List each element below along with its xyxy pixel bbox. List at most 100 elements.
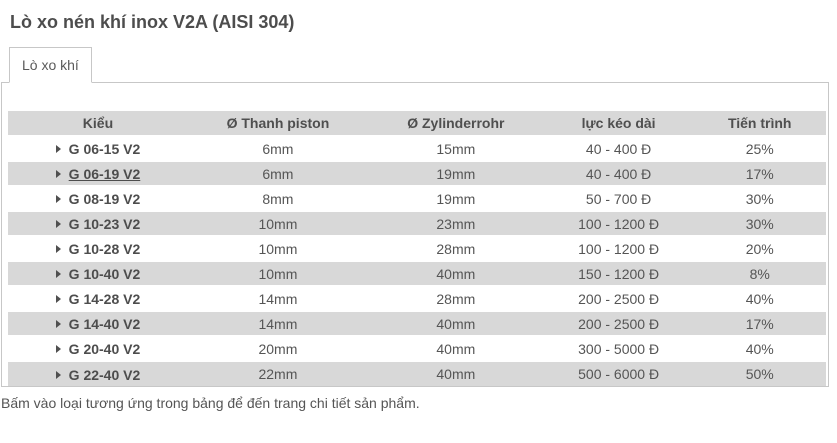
table-row: G 10-23 V2 10mm 23mm 100 - 1200 Đ 30% xyxy=(8,211,826,237)
table-row: G 22-40 V2 22mm 40mm 500 - 6000 Đ 50% xyxy=(8,361,826,386)
model-label: G 14-28 V2 xyxy=(68,291,141,307)
force-cell: 500 - 6000 Đ xyxy=(543,361,694,386)
stroke-cell: 50% xyxy=(693,361,826,386)
force-cell: 40 - 400 Đ xyxy=(543,161,694,187)
table-row: G 06-19 V2 6mm 19mm 40 - 400 Đ 17% xyxy=(8,161,826,187)
model-link[interactable]: G 22-40 V2 xyxy=(55,366,141,383)
arrow-right-icon xyxy=(55,195,61,203)
header-zylinderrohr: Ø Zylinderrohr xyxy=(367,111,544,137)
model-label: G 10-40 V2 xyxy=(68,266,141,282)
force-cell: 300 - 5000 Đ xyxy=(543,336,694,362)
tabbar: Lò xo khí xyxy=(0,47,837,83)
model-label: G 14-40 V2 xyxy=(68,316,141,332)
model-link[interactable]: G 08-19 V2 xyxy=(55,191,141,207)
header-thanh-piston: Ø Thanh piston xyxy=(187,111,368,137)
header-kieu: Kiểu xyxy=(8,111,188,137)
model-link[interactable]: G 14-28 V2 xyxy=(55,291,141,307)
piston-cell: 10mm xyxy=(187,236,368,262)
model-cell: G 10-40 V2 xyxy=(8,261,188,287)
cylinder-cell: 19mm xyxy=(367,186,544,212)
arrow-right-icon xyxy=(55,145,61,153)
piston-cell: 6mm xyxy=(187,136,368,162)
stroke-cell: 17% xyxy=(693,311,826,337)
piston-cell: 8mm xyxy=(187,186,368,212)
arrow-right-icon xyxy=(55,270,61,278)
cylinder-cell: 23mm xyxy=(367,211,544,237)
model-cell: G 06-19 V2 xyxy=(8,161,188,187)
piston-cell: 22mm xyxy=(187,361,368,386)
stroke-cell: 17% xyxy=(693,161,826,187)
model-cell: G 14-40 V2 xyxy=(8,311,188,337)
table-row: G 08-19 V2 8mm 19mm 50 - 700 Đ 30% xyxy=(8,186,826,212)
model-label: G 22-40 V2 xyxy=(68,366,141,383)
force-cell: 100 - 1200 Đ xyxy=(543,236,694,262)
products-table: Kiểu Ø Thanh piston Ø Zylinderrohr lực k… xyxy=(8,111,826,386)
tab-panel: Kiểu Ø Thanh piston Ø Zylinderrohr lực k… xyxy=(1,82,829,387)
piston-cell: 14mm xyxy=(187,286,368,312)
table-row: G 06-15 V2 6mm 15mm 40 - 400 Đ 25% xyxy=(8,136,826,162)
stroke-cell: 20% xyxy=(693,236,826,262)
cylinder-cell: 15mm xyxy=(367,136,544,162)
model-label: G 10-28 V2 xyxy=(68,241,141,257)
model-cell: G 20-40 V2 xyxy=(8,336,188,362)
model-label: G 10-23 V2 xyxy=(68,216,141,232)
model-cell: G 10-23 V2 xyxy=(8,211,188,237)
stroke-cell: 40% xyxy=(693,286,826,312)
arrow-right-icon xyxy=(55,320,61,328)
model-link[interactable]: G 06-15 V2 xyxy=(55,141,141,157)
table-body: G 06-15 V2 6mm 15mm 40 - 400 Đ 25% G 06-… xyxy=(8,136,826,386)
model-label: G 06-15 V2 xyxy=(68,141,141,157)
cylinder-cell: 40mm xyxy=(367,336,544,362)
model-cell: G 10-28 V2 xyxy=(8,236,188,262)
model-cell: G 06-15 V2 xyxy=(8,136,188,162)
force-cell: 50 - 700 Đ xyxy=(543,186,694,212)
arrow-right-icon xyxy=(55,345,61,353)
model-link[interactable]: G 10-23 V2 xyxy=(55,216,141,232)
piston-cell: 10mm xyxy=(187,211,368,237)
stroke-cell: 40% xyxy=(693,336,826,362)
piston-cell: 10mm xyxy=(187,261,368,287)
table-row: G 10-40 V2 10mm 40mm 150 - 1200 Đ 8% xyxy=(8,261,826,287)
piston-cell: 14mm xyxy=(187,311,368,337)
force-cell: 100 - 1200 Đ xyxy=(543,211,694,237)
model-link[interactable]: G 10-28 V2 xyxy=(55,241,141,257)
model-cell: G 22-40 V2 xyxy=(8,361,188,386)
table-row: G 14-40 V2 14mm 40mm 200 - 2500 Đ 17% xyxy=(8,311,826,337)
force-cell: 200 - 2500 Đ xyxy=(543,311,694,337)
piston-cell: 20mm xyxy=(187,336,368,362)
header-luc-keo-dai: lực kéo dài xyxy=(543,111,694,137)
model-link[interactable]: G 06-19 V2 xyxy=(55,166,140,182)
cylinder-cell: 19mm xyxy=(367,161,544,187)
table-row: G 20-40 V2 20mm 40mm 300 - 5000 Đ 40% xyxy=(8,336,826,362)
model-link[interactable]: G 14-40 V2 xyxy=(55,316,141,332)
arrow-right-icon xyxy=(55,245,61,253)
arrow-right-icon xyxy=(55,295,61,303)
piston-cell: 6mm xyxy=(187,161,368,187)
table-header-row: Kiểu Ø Thanh piston Ø Zylinderrohr lực k… xyxy=(8,111,826,137)
stroke-cell: 25% xyxy=(693,136,826,162)
arrow-right-icon xyxy=(55,170,61,178)
footer-note: Bấm vào loại tương ứng trong bảng để đến… xyxy=(1,395,420,411)
cylinder-cell: 40mm xyxy=(367,311,544,337)
force-cell: 150 - 1200 Đ xyxy=(543,261,694,287)
cylinder-cell: 28mm xyxy=(367,286,544,312)
model-cell: G 14-28 V2 xyxy=(8,286,188,312)
cylinder-cell: 40mm xyxy=(367,361,544,386)
stroke-cell: 30% xyxy=(693,211,826,237)
model-cell: G 08-19 V2 xyxy=(8,186,188,212)
model-link[interactable]: G 20-40 V2 xyxy=(55,341,141,357)
table-row: G 14-28 V2 14mm 28mm 200 - 2500 Đ 40% xyxy=(8,286,826,312)
arrow-right-icon xyxy=(55,370,61,379)
model-label: G 08-19 V2 xyxy=(68,191,141,207)
page-title: Lò xo nén khí inox V2A (AISI 304) xyxy=(10,12,295,32)
cylinder-cell: 40mm xyxy=(367,261,544,287)
model-label: G 20-40 V2 xyxy=(68,341,141,357)
header-tien-trinh: Tiến trình xyxy=(693,111,826,137)
model-link[interactable]: G 10-40 V2 xyxy=(55,266,141,282)
arrow-right-icon xyxy=(55,220,61,228)
tab-lo-xo-khi[interactable]: Lò xo khí xyxy=(9,47,92,83)
force-cell: 200 - 2500 Đ xyxy=(543,286,694,312)
force-cell: 40 - 400 Đ xyxy=(543,136,694,162)
table-row: G 10-28 V2 10mm 28mm 100 - 1200 Đ 20% xyxy=(8,236,826,262)
